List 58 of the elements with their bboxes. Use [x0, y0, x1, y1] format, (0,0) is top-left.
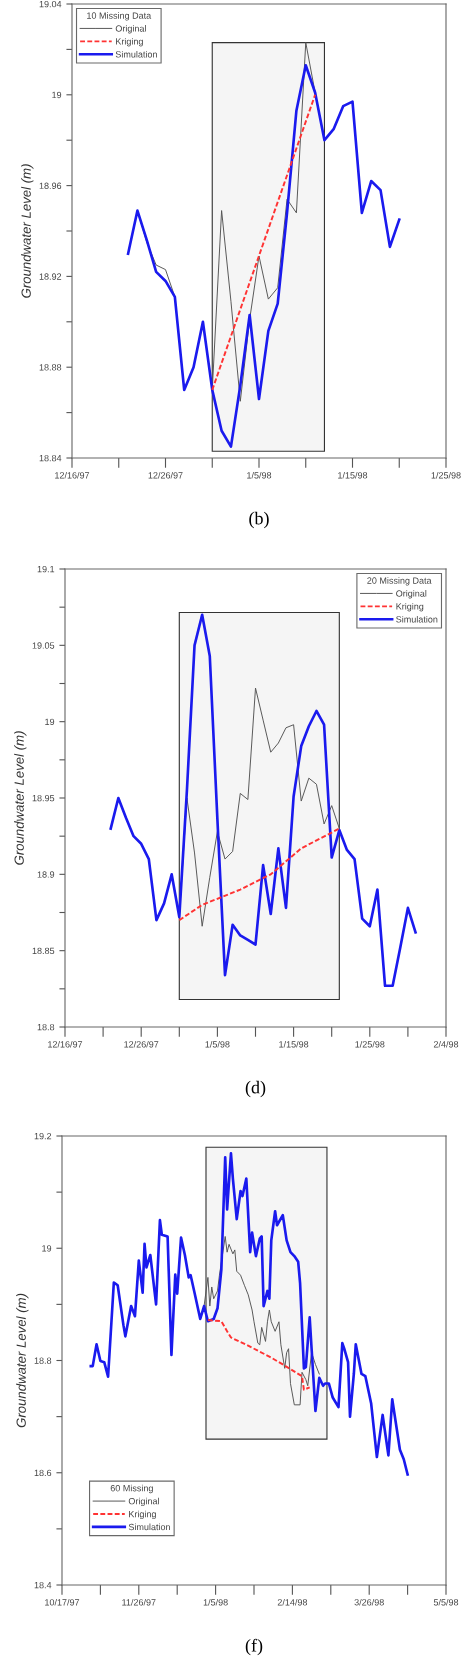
legend-title: 20 Missing Data [367, 577, 432, 586]
y-tick-label: 19.04 [39, 0, 62, 8]
legend-label: Original [115, 25, 146, 34]
x-tick-label: 10/17/97 [45, 1598, 80, 1606]
legend-label: Kriging [129, 1510, 156, 1520]
y-tick-label: 19.1 [37, 565, 55, 573]
x-tick-label: 1/15/98 [338, 471, 368, 479]
y-tick-label: 19 [45, 718, 55, 726]
line-series [126, 63, 401, 448]
legend-label: Simulation [115, 50, 157, 58]
x-tick-label: 12/26/97 [124, 1040, 159, 1048]
legend-label: Kriging [396, 602, 424, 612]
text: (b) [249, 511, 269, 529]
y-tick-label: 19.05 [32, 642, 55, 649]
legend-label: Original [128, 1497, 159, 1507]
legend-label: Simulation [128, 1523, 170, 1531]
legend-label: Simulation [396, 615, 438, 623]
x-tick-label: 1/5/98 [247, 471, 272, 479]
x-tick-label: 12/16/97 [55, 471, 90, 479]
line-series [203, 1235, 320, 1406]
y-axis-title: Groundwater Level (m) [21, 164, 34, 298]
legend-label: Original [396, 590, 427, 599]
y-tick-label: 18.6 [34, 1469, 52, 1477]
line-series [178, 827, 341, 922]
x-tick-label: 3/26/98 [354, 1598, 384, 1606]
x-tick-label: 5/5/98 [433, 1598, 459, 1606]
y-tick-label: 18.85 [32, 947, 55, 955]
legend-label: Kriging [116, 37, 143, 47]
y-tick-label: 18.96 [39, 182, 62, 189]
legend-title: 10 Missing Data [87, 12, 152, 21]
y-tick-label: 18.84 [39, 454, 62, 462]
y-tick-label: 18.95 [32, 794, 55, 802]
y-tick-label: 18.8 [37, 1023, 55, 1031]
y-axis-title: Groundwater Level (m) [14, 731, 27, 865]
y-axis-title: Groundwater Level (m) [16, 1293, 29, 1428]
x-tick-label: 11/26/97 [122, 1598, 156, 1606]
x-tick-label: 2/4/98 [433, 1040, 459, 1048]
x-tick-label: 1/5/98 [203, 1598, 228, 1606]
x-tick-label: 1/15/98 [279, 1040, 309, 1048]
text: (f) [245, 1638, 263, 1656]
y-tick-label: 18.9 [37, 871, 55, 878]
x-tick-label: 12/16/97 [48, 1040, 83, 1048]
y-tick-label: 18.92 [39, 273, 62, 280]
text: (d) [245, 1080, 266, 1098]
line-series [89, 1152, 409, 1476]
x-tick-label: 1/25/98 [355, 1040, 385, 1048]
y-tick-label: 19 [52, 91, 62, 99]
y-tick-label: 18.4 [34, 1581, 52, 1589]
x-tick-label: 1/5/98 [205, 1040, 230, 1048]
x-tick-label: 1/25/98 [431, 471, 461, 479]
y-tick-label: 19.2 [34, 1132, 52, 1140]
y-tick-label: 18.88 [39, 364, 62, 371]
line-series [206, 1319, 311, 1391]
y-tick-label: 18.8 [34, 1357, 52, 1364]
x-tick-label: 12/26/97 [148, 471, 183, 479]
legend-title: 60 Missing [110, 1484, 153, 1494]
x-tick-label: 2/14/98 [277, 1598, 308, 1606]
y-tick-label: 19 [42, 1245, 52, 1252]
